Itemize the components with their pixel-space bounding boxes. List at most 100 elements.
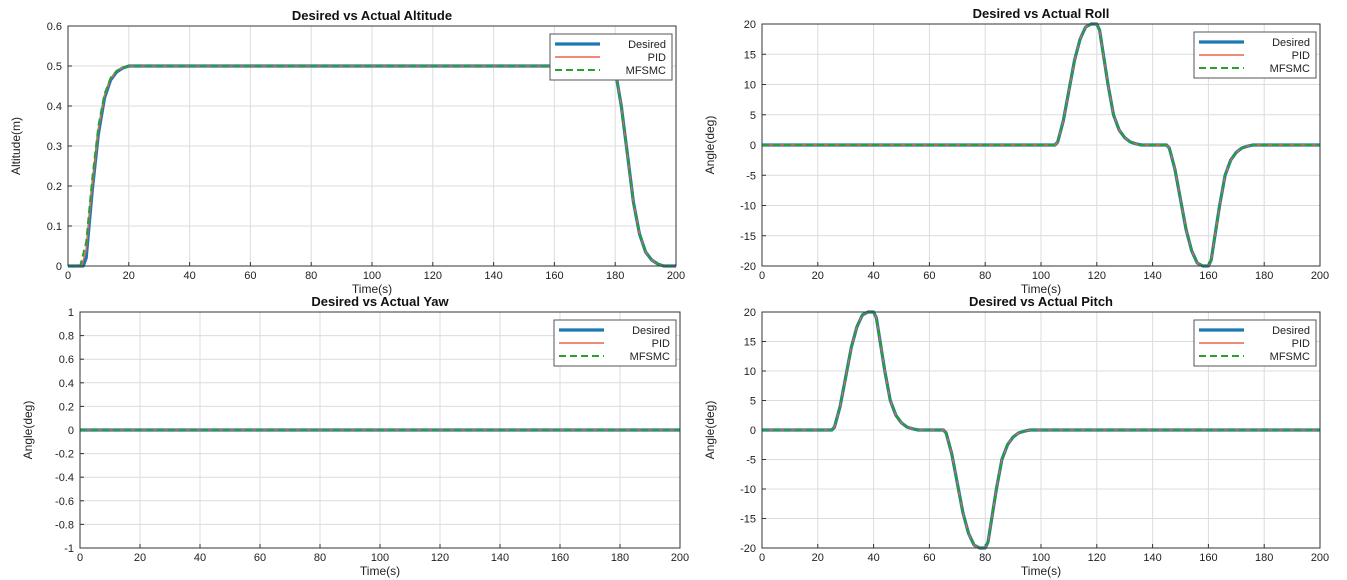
x-tick-label: 160 (551, 552, 569, 564)
y-tick-label: -10 (740, 484, 756, 496)
legend-label-mfsmc: MFSMC (1270, 63, 1310, 75)
y-tick-label: -20 (740, 543, 756, 555)
axes-frame (761, 23, 1321, 267)
x-tick-label: 160 (1199, 552, 1217, 564)
legend-label-pid: PID (1292, 50, 1310, 62)
x-tick-label: 140 (491, 552, 509, 564)
x-tick-label: 80 (979, 270, 991, 282)
y-tick-label: 0 (68, 425, 74, 437)
x-tick-label: 20 (812, 552, 824, 564)
legend-label-desired: Desired (632, 325, 670, 337)
y-tick-label: -5 (746, 170, 756, 182)
y-tick-label: 0.8 (59, 331, 74, 343)
x-tick-label: 180 (606, 270, 624, 282)
y-tick-label: -10 (740, 201, 756, 213)
x-tick-label: 60 (923, 270, 935, 282)
y-tick-label: -0.8 (55, 519, 74, 531)
y-axis-label: Angle(deg) (703, 401, 717, 460)
y-tick-label: 0.2 (59, 401, 74, 413)
x-tick-label: 80 (979, 552, 991, 564)
legend-label-pid: PID (1292, 338, 1310, 350)
x-tick-label: 180 (1255, 552, 1273, 564)
x-tick-label: 0 (77, 552, 83, 564)
y-tick-label: 5 (750, 110, 756, 122)
legend-label-pid: PID (652, 338, 670, 350)
y-tick-label: -1 (64, 543, 74, 555)
x-tick-label: 0 (759, 552, 765, 564)
x-tick-label: 120 (1088, 270, 1106, 282)
y-tick-label: -0.6 (55, 496, 74, 508)
x-tick-label: 180 (611, 552, 629, 564)
x-tick-label: 40 (867, 552, 879, 564)
legend-label-mfsmc: MFSMC (630, 351, 670, 363)
chart-title: Desired vs Actual Pitch (969, 294, 1113, 309)
x-tick-label: 20 (123, 270, 135, 282)
y-tick-label: -0.4 (55, 472, 74, 484)
y-tick-label: -0.2 (55, 449, 74, 461)
x-tick-label: 0 (65, 270, 71, 282)
x-tick-label: 200 (667, 270, 685, 282)
x-tick-label: 120 (1088, 552, 1106, 564)
x-tick-label: 0 (759, 270, 765, 282)
x-tick-label: 200 (671, 552, 689, 564)
x-tick-label: 60 (244, 270, 256, 282)
x-tick-label: 100 (1032, 270, 1050, 282)
series-line-mfsmc (762, 23, 1320, 267)
axes-frame (79, 311, 681, 549)
y-axis-label: Angle(deg) (703, 116, 717, 175)
y-axis-label: Angle(deg) (21, 401, 35, 460)
chart-title: Desired vs Actual Roll (973, 6, 1110, 21)
axes-frame (67, 25, 677, 267)
y-tick-label: -15 (740, 514, 756, 526)
subplot-3: 0 20 40 60 80 100 120 140 160 180 200 -1 -0.8 -0.6 -0.… (21, 294, 689, 578)
y-axis-label: Altitude(m) (9, 117, 23, 175)
x-axis-label: Time(s) (1021, 282, 1061, 296)
chart-title: Desired vs Actual Altitude (292, 8, 452, 23)
y-tick-label: -5 (746, 455, 756, 467)
y-tick-label: -15 (740, 231, 756, 243)
series-line-mfsmc (762, 311, 1320, 549)
subplot-2: 0 20 40 60 80 100 120 140 160 180 200 -20 -15 -10 -5 0 5… (703, 6, 1329, 296)
y-tick-label: 0.1 (47, 221, 62, 233)
x-tick-label: 60 (254, 552, 266, 564)
legend-label-mfsmc: MFSMC (626, 65, 666, 77)
subplot-1: 0 20 40 60 80 100 120 140 160 180 200 0 0.1 0.2 0.3 0.4… (9, 8, 685, 296)
x-tick-label: 140 (1143, 270, 1161, 282)
series-line-mfsmc (68, 65, 676, 267)
x-tick-label: 100 (1032, 552, 1050, 564)
y-tick-label: 0 (56, 261, 62, 273)
y-tick-label: 0 (750, 140, 756, 152)
y-tick-label: 0.3 (47, 141, 62, 153)
x-tick-label: 60 (923, 552, 935, 564)
legend-label-mfsmc: MFSMC (1270, 351, 1310, 363)
x-tick-label: 20 (812, 270, 824, 282)
x-tick-label: 80 (305, 270, 317, 282)
legend-label-desired: Desired (1272, 37, 1310, 49)
y-tick-label: 0.2 (47, 181, 62, 193)
y-tick-label: 10 (744, 366, 756, 378)
y-tick-label: 5 (750, 396, 756, 408)
x-tick-label: 200 (1311, 270, 1329, 282)
y-tick-label: 0.4 (59, 378, 74, 390)
y-tick-label: 0.4 (47, 101, 62, 113)
x-tick-label: 200 (1311, 552, 1329, 564)
y-tick-label: 15 (744, 49, 756, 61)
x-tick-label: 40 (183, 270, 195, 282)
x-axis-label: Time(s) (352, 282, 392, 296)
x-tick-label: 100 (371, 552, 389, 564)
y-tick-label: 15 (744, 337, 756, 349)
chart-title: Desired vs Actual Yaw (311, 294, 449, 309)
x-axis-label: Time(s) (360, 564, 400, 578)
x-tick-label: 120 (431, 552, 449, 564)
x-tick-label: 140 (1143, 552, 1161, 564)
y-tick-label: 20 (744, 307, 756, 319)
y-tick-label: 0 (750, 425, 756, 437)
legend-label-desired: Desired (1272, 325, 1310, 337)
x-tick-label: 80 (314, 552, 326, 564)
y-tick-label: 1 (68, 307, 74, 319)
legend-label-desired: Desired (628, 39, 666, 51)
subplot-4: 0 20 40 60 80 100 120 140 160 180 200 -20 -15 -10 -5 0 5… (703, 294, 1329, 578)
